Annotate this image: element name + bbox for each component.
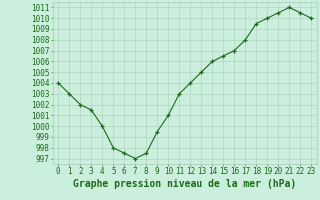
X-axis label: Graphe pression niveau de la mer (hPa): Graphe pression niveau de la mer (hPa) <box>73 179 296 189</box>
